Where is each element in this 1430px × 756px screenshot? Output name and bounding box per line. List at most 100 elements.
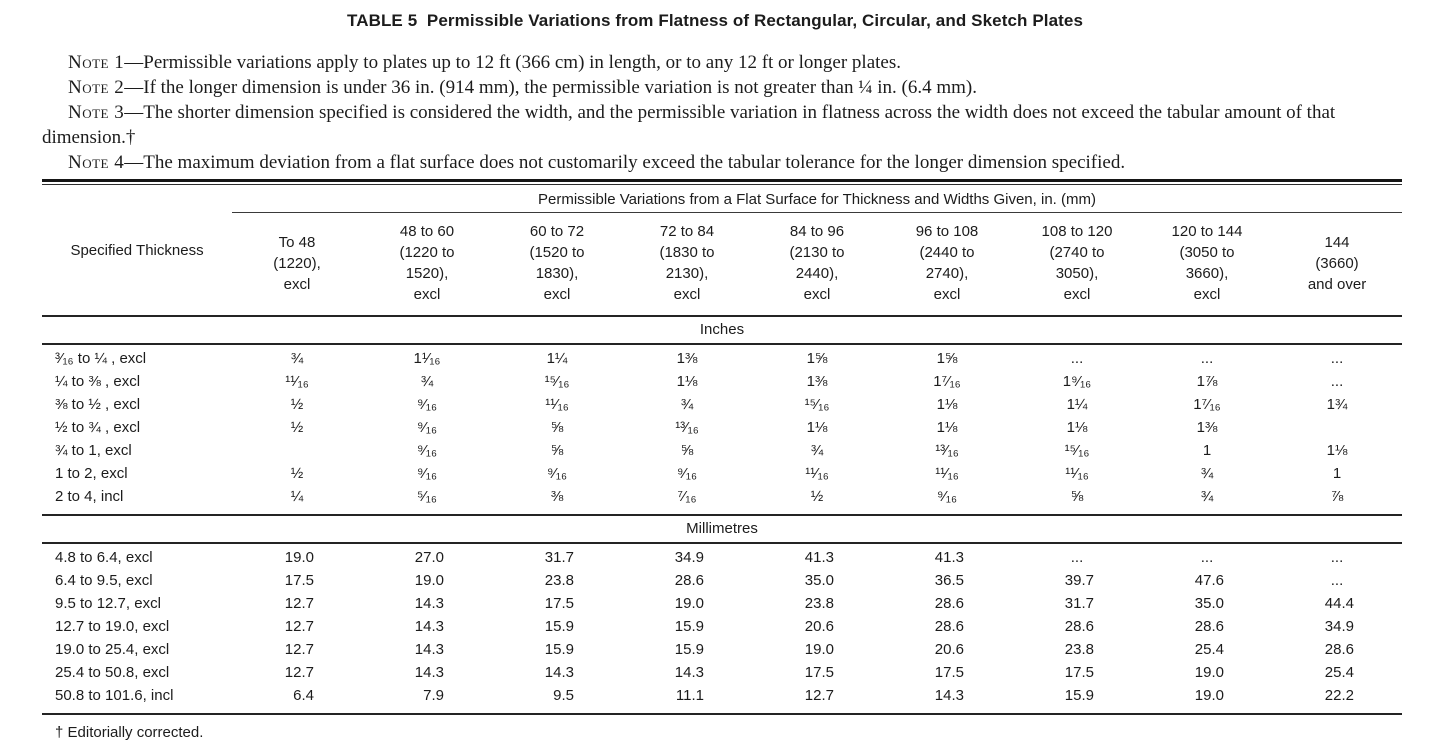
- value-cell: 7.9: [362, 684, 492, 707]
- value-cell: 28.6: [1272, 638, 1402, 661]
- value-cell: 1⅛: [676, 373, 698, 390]
- value-cell: ¹¹⁄₁₆: [935, 465, 959, 482]
- col-header-specified-thickness: Specified Thickness: [70, 241, 204, 259]
- value-cell: ...: [1330, 549, 1344, 566]
- table-body: Inches ³⁄₁₆ to ¼ , excl ¾ 1¹⁄₁₆ 1¼ 1⅜ 1⅝ 1⅝....…: [42, 315, 1402, 713]
- value-number: 17.5: [544, 595, 574, 612]
- value-cell: 1⁹⁄₁₆: [1062, 373, 1092, 390]
- value-cell: 1¹⁄₁₆: [413, 350, 441, 367]
- value-cell: ¼: [290, 488, 304, 505]
- note-label: Note 3: [68, 102, 125, 123]
- notes-block: Note 1—Permissible variations apply to p…: [42, 50, 1400, 175]
- table-top-rule: [42, 179, 1402, 185]
- value-cell: ⁹⁄₁₆: [676, 465, 698, 482]
- value-cell: ...: [1070, 549, 1084, 566]
- value-number: 47.6: [1194, 572, 1224, 589]
- column-header-6: 84 to 96 (2130 to 2440), excl: [789, 223, 845, 303]
- value-cell: 19.0: [1142, 684, 1272, 707]
- value-cell: ¹⁵⁄₁₆: [1064, 442, 1090, 459]
- section-header-inches: Inches: [42, 315, 1402, 345]
- value-cell: 23.8: [492, 569, 622, 592]
- value-number: 39.7: [1064, 572, 1094, 589]
- flatness-table: Specified Thickness Permissible Variatio…: [42, 179, 1402, 715]
- note-4: Note 4—The maximum deviation from a flat…: [68, 152, 1126, 173]
- value-cell: 35.0: [1142, 592, 1272, 615]
- value-cell: 14.3: [362, 615, 492, 638]
- value-number: 14.3: [414, 618, 444, 635]
- table-row: 19.0 to 25.4, excl 12.7 14.3 15.9 15.9 19.0 20…: [42, 638, 1402, 661]
- value-number: 27.0: [414, 549, 444, 566]
- value-number: 15.9: [544, 641, 574, 658]
- value-cell: 14.3: [362, 592, 492, 615]
- value-number: 9.5: [553, 687, 574, 704]
- value-number: 41.3: [934, 549, 964, 566]
- value-number: 17.5: [934, 664, 964, 681]
- table-row: 6.4 to 9.5, excl 17.5 19.0 23.8 28.6 35.0 36.5…: [42, 569, 1402, 592]
- value-cell: ¹¹⁄₁₆: [545, 396, 569, 413]
- table-row: 2 to 4, incl ¼ ⁵⁄₁₆ ⅜ ⁷⁄₁₆ ½ ⁹⁄₁₆ ⅝ ¾ ⅞: [42, 485, 1402, 508]
- value-number: 25.4: [1324, 664, 1354, 681]
- value-number: 23.8: [1064, 641, 1094, 658]
- value-cell: 19.0: [1142, 661, 1272, 684]
- value-cell: 14.3: [622, 661, 752, 684]
- value-number: 17.5: [804, 664, 834, 681]
- value-number: 15.9: [674, 618, 704, 635]
- value-cell: 17.5: [492, 592, 622, 615]
- column-header-4: 60 to 72 (1520 to 1830), excl: [529, 223, 585, 303]
- value-number: 7.9: [423, 687, 444, 704]
- value-number: 15.9: [674, 641, 704, 658]
- value-cell: 25.4: [1272, 661, 1402, 684]
- value-cell: 15.9: [492, 638, 622, 661]
- section-rows-millimetres: 4.8 to 6.4, excl 19.0 27.0 31.7 34.9 41.3 41.3…: [42, 544, 1402, 713]
- row-label: 4.8 to 6.4, excl: [55, 549, 153, 566]
- value-number: 17.5: [284, 572, 314, 589]
- value-cell: 12.7: [232, 592, 362, 615]
- table-row: 50.8 to 101.6, incl 6.4 7.9 9.5 11.1 12.7 14.3…: [42, 684, 1402, 707]
- value-number: 19.0: [674, 595, 704, 612]
- value-cell: 20.6: [752, 615, 882, 638]
- table-row: 12.7 to 19.0, excl 12.7 14.3 15.9 15.9 20.6 28…: [42, 615, 1402, 638]
- value-number: 19.0: [804, 641, 834, 658]
- value-number: 12.7: [284, 595, 314, 612]
- value-cell: 1¼: [1066, 396, 1088, 413]
- value-cell: ...: [1200, 549, 1214, 566]
- value-cell: ¹³⁄₁₆: [935, 442, 959, 459]
- value-cell: 15.9: [1012, 684, 1142, 707]
- value-cell: 25.4: [1142, 638, 1272, 661]
- note-1: Note 1—Permissible variations apply to p…: [68, 52, 901, 73]
- table-row: 9.5 to 12.7, excl 12.7 14.3 17.5 19.0 23.8 28.…: [42, 592, 1402, 615]
- value-cell: ⅝: [680, 442, 694, 459]
- value-cell: 1⅝: [936, 350, 958, 367]
- note-label: Note 2: [68, 77, 125, 98]
- table-row: 25.4 to 50.8, excl 12.7 14.3 14.3 14.3 17.5 17…: [42, 661, 1402, 684]
- value-number: 28.6: [1064, 618, 1094, 635]
- value-cell: 1⁷⁄₁₆: [1193, 396, 1221, 413]
- value-cell: 17.5: [1012, 661, 1142, 684]
- column-header-2: To 48 (1220), excl: [273, 233, 321, 293]
- value-number: 34.9: [1324, 618, 1354, 635]
- value-cell: 19.0: [752, 638, 882, 661]
- width-column-headers: To 48 (1220), excl 48 to 60 (1220 to 1520…: [232, 213, 1402, 315]
- value-cell: ⁹⁄₁₆: [546, 465, 568, 482]
- row-label: ³⁄₁₆ to ¼ , excl: [55, 350, 147, 367]
- value-number: 25.4: [1194, 641, 1224, 658]
- value-cell: ...: [1330, 572, 1344, 589]
- value-cell: 15.9: [492, 615, 622, 638]
- value-cell: 34.9: [1272, 615, 1402, 638]
- value-cell: ⅞: [1330, 488, 1344, 505]
- value-cell: [232, 439, 362, 462]
- value-number: 28.6: [1194, 618, 1224, 635]
- value-cell: ...: [1330, 373, 1344, 390]
- value-cell: 12.7: [752, 684, 882, 707]
- value-number: 17.5: [1064, 664, 1094, 681]
- value-cell: 47.6: [1142, 569, 1272, 592]
- row-label: 9.5 to 12.7, excl: [55, 595, 161, 612]
- value-cell: ¾: [1200, 488, 1214, 505]
- value-cell: ¹⁵⁄₁₆: [544, 373, 570, 390]
- value-cell: 31.7: [1012, 592, 1142, 615]
- value-cell: ⅝: [1070, 488, 1084, 505]
- value-cell: 27.0: [362, 546, 492, 569]
- value-cell: ⅜: [550, 488, 564, 505]
- value-cell: ½: [290, 396, 304, 413]
